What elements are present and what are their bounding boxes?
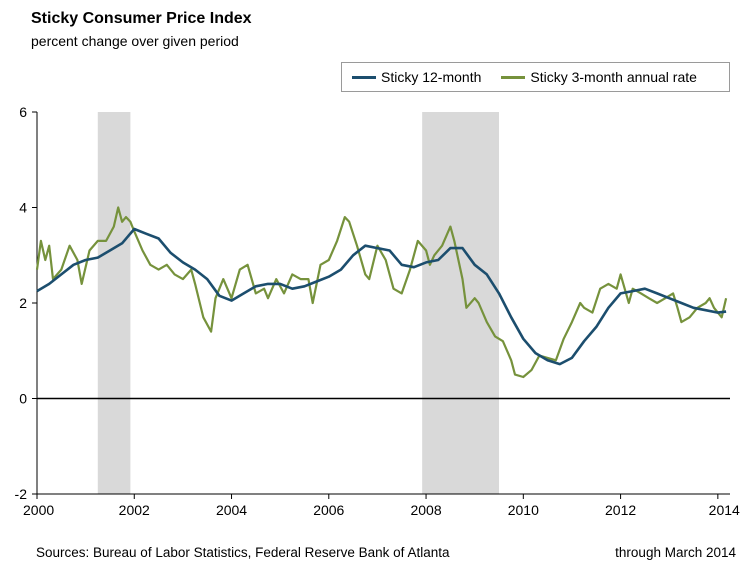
through-date-note: through March 2014: [615, 545, 736, 560]
y-tick-label-6: 6: [19, 104, 27, 120]
x-tick-label-2012: 2012: [605, 502, 636, 518]
legend-label-12-month: Sticky 12-month: [381, 69, 482, 85]
x-tick-label-2010: 2010: [508, 502, 539, 518]
series-line-sticky-3-month: [35, 206, 728, 379]
y-tick-label-2: 2: [19, 295, 27, 311]
y-tick-label-4: 4: [19, 200, 27, 216]
chart-title: Sticky Consumer Price Index: [31, 10, 252, 27]
recession-band-0: [97, 112, 131, 494]
legend-item-12-month: Sticky 12-month: [352, 69, 481, 85]
x-tick-label-2006: 2006: [313, 502, 344, 518]
legend-item-3-month: Sticky 3-month annual rate: [501, 69, 697, 85]
source-note: Sources: Bureau of Labor Statistics, Fed…: [36, 545, 450, 560]
legend-label-3-month: Sticky 3-month annual rate: [530, 69, 697, 85]
legend-swatch-12-month: [352, 75, 376, 79]
axes: [32, 111, 730, 499]
series-lines: [35, 206, 728, 379]
x-tick-label-2014: 2014: [709, 502, 740, 518]
recession-band-1: [422, 112, 499, 494]
x-tick-label-2000: 2000: [23, 502, 54, 518]
chart-subtitle: percent change over given period: [31, 33, 239, 49]
y-tick-label--2: -2: [15, 486, 28, 502]
recession-bands: [97, 112, 499, 494]
tick-labels: -2 0 2 4 6 2000 2002 2004 2006 2008 2010 2012 2014: [15, 104, 740, 518]
legend-swatch-3-month: [501, 75, 526, 79]
series-line-sticky-12-month: [36, 227, 727, 366]
chart-legend: Sticky 12-month Sticky 3-month annual ra…: [341, 62, 730, 92]
x-tick-label-2008: 2008: [410, 502, 441, 518]
y-tick-label-0: 0: [19, 391, 27, 407]
x-tick-label-2004: 2004: [216, 502, 247, 518]
x-tick-label-2002: 2002: [119, 502, 150, 518]
